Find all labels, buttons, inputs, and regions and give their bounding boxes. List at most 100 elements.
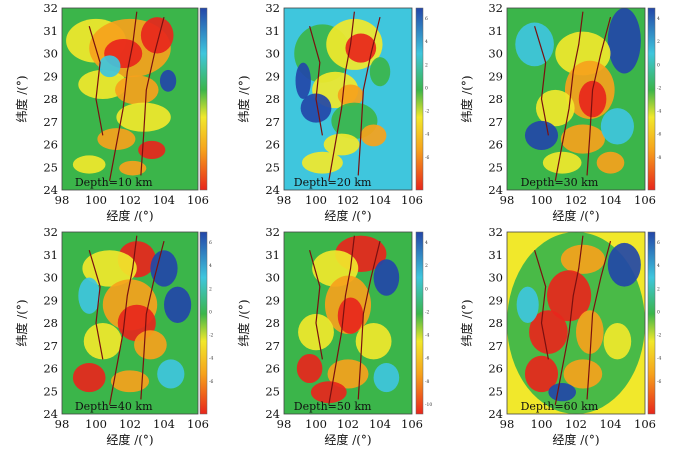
colorbar-tick-label: 4: [425, 39, 428, 45]
x-tick-label: 104: [153, 193, 175, 207]
fault-line: [109, 235, 138, 406]
colorbar-tick-label: 4: [209, 263, 212, 269]
anomaly-patch: [157, 359, 185, 389]
depth-label: Depth=40 km: [75, 400, 153, 413]
x-tick-label: 104: [369, 193, 391, 207]
anomaly-patch: [296, 353, 323, 384]
y-tick-label: 32: [43, 225, 58, 239]
y-tick-label: 28: [43, 316, 58, 330]
y-tick-label: 30: [265, 47, 280, 61]
colorbar: [199, 7, 208, 191]
y-tick-label: 26: [265, 138, 280, 152]
y-tick-label: 31: [265, 24, 280, 38]
x-tick-label: 102: [119, 193, 141, 207]
anomaly-patch: [140, 17, 174, 54]
anomaly-patch: [576, 310, 604, 354]
anomaly-patch: [360, 124, 387, 147]
map-frame: [506, 7, 646, 191]
y-axis-label: 纬度 /(°): [459, 75, 474, 122]
y-tick-label: 25: [488, 160, 503, 174]
y-tick-label: 30: [265, 271, 280, 285]
x-axis-label: 经度 /(°): [106, 208, 153, 223]
depth-label: Depth=10 km: [75, 176, 153, 189]
anomaly-patch: [515, 22, 554, 67]
x-tick-label: 102: [337, 417, 359, 431]
y-tick-label: 32: [488, 1, 503, 15]
y-tick-label: 29: [43, 293, 58, 307]
y-tick-label: 32: [265, 225, 280, 239]
y-tick-label: 29: [488, 69, 503, 83]
y-tick-label: 26: [488, 362, 503, 376]
y-tick-label: 30: [43, 271, 58, 285]
x-tick-label: 98: [277, 417, 292, 431]
y-axis-label: 纬度 /(°): [459, 299, 474, 346]
x-tick-label: 102: [119, 417, 141, 431]
map-frame: [283, 7, 413, 191]
fault-line: [534, 250, 549, 360]
x-tick-label: 98: [500, 193, 515, 207]
y-tick-label: 26: [43, 362, 58, 376]
anomaly-patch: [600, 108, 634, 145]
colorbar-tick-label: 0: [657, 62, 660, 68]
y-axis-label: 纬度 /(°): [14, 299, 29, 346]
x-tick-label: 100: [531, 193, 553, 207]
fault-line: [88, 250, 104, 360]
x-tick-label: 100: [85, 417, 107, 431]
y-axis-label: 纬度 /(°): [236, 299, 251, 346]
y-tick-label: 25: [265, 384, 280, 398]
y-tick-label: 24: [488, 183, 503, 197]
y-tick-label: 27: [265, 115, 280, 129]
y-tick-label: 29: [265, 69, 280, 83]
colorbar-tick-label: -6: [425, 356, 430, 362]
x-tick-label: 98: [55, 193, 70, 207]
x-tick-label: 104: [369, 417, 391, 431]
anomaly-patch: [301, 151, 343, 174]
velocity-anomaly-map: [62, 232, 198, 414]
anomaly-patch: [323, 133, 360, 156]
x-tick-label: 106: [634, 193, 656, 207]
colorbar-tick-label: 0: [425, 85, 428, 91]
y-tick-label: 29: [488, 293, 503, 307]
x-tick-label: 106: [401, 417, 423, 431]
anomaly-patch: [116, 102, 171, 132]
x-tick-label: 106: [401, 193, 423, 207]
colorbar-tick-label: -4: [657, 356, 662, 362]
colorbar-tick-label: 2: [209, 286, 212, 292]
x-tick-label: 102: [565, 193, 587, 207]
colorbar-tick-label: -2: [425, 109, 430, 115]
x-tick-label: 102: [565, 417, 587, 431]
x-axis-label: 经度 /(°): [106, 432, 153, 447]
x-tick-label: 98: [277, 193, 292, 207]
anomaly-patch: [97, 128, 136, 150]
anomaly-patch: [524, 120, 559, 150]
colorbar-tick-label: -4: [209, 356, 214, 362]
colorbar-tick-label: 2: [657, 286, 660, 292]
x-tick-label: 106: [187, 193, 209, 207]
anomaly-patch: [78, 69, 128, 100]
y-tick-label: 25: [43, 160, 58, 174]
y-tick-label: 24: [488, 407, 503, 421]
y-tick-label: 24: [43, 183, 58, 197]
anomaly-patch: [548, 383, 576, 402]
fault-line: [357, 16, 381, 176]
anomaly-patch: [560, 124, 605, 154]
anomaly-patch: [337, 84, 364, 107]
x-axis-label: 经度 /(°): [552, 208, 599, 223]
y-tick-label: 25: [43, 384, 58, 398]
y-axis-label: 纬度 /(°): [14, 75, 29, 122]
y-tick-label: 27: [488, 339, 503, 353]
colorbar-tick-label: 4: [657, 16, 660, 22]
x-tick-label: 100: [85, 193, 107, 207]
fault-line: [309, 250, 323, 360]
anomaly-patch: [115, 75, 159, 105]
anomaly-patch: [373, 363, 400, 393]
anomaly-patch: [516, 286, 539, 323]
anomaly-patch: [295, 62, 311, 99]
velocity-anomaly-map: [284, 8, 412, 190]
map-panel-1: Depth=10 km 24 25 26 27 28 29 30 31 32 98 100 102 104…: [14, 1, 209, 223]
colorbar-tick-label: 4: [657, 263, 660, 269]
anomaly-patch: [563, 359, 603, 389]
